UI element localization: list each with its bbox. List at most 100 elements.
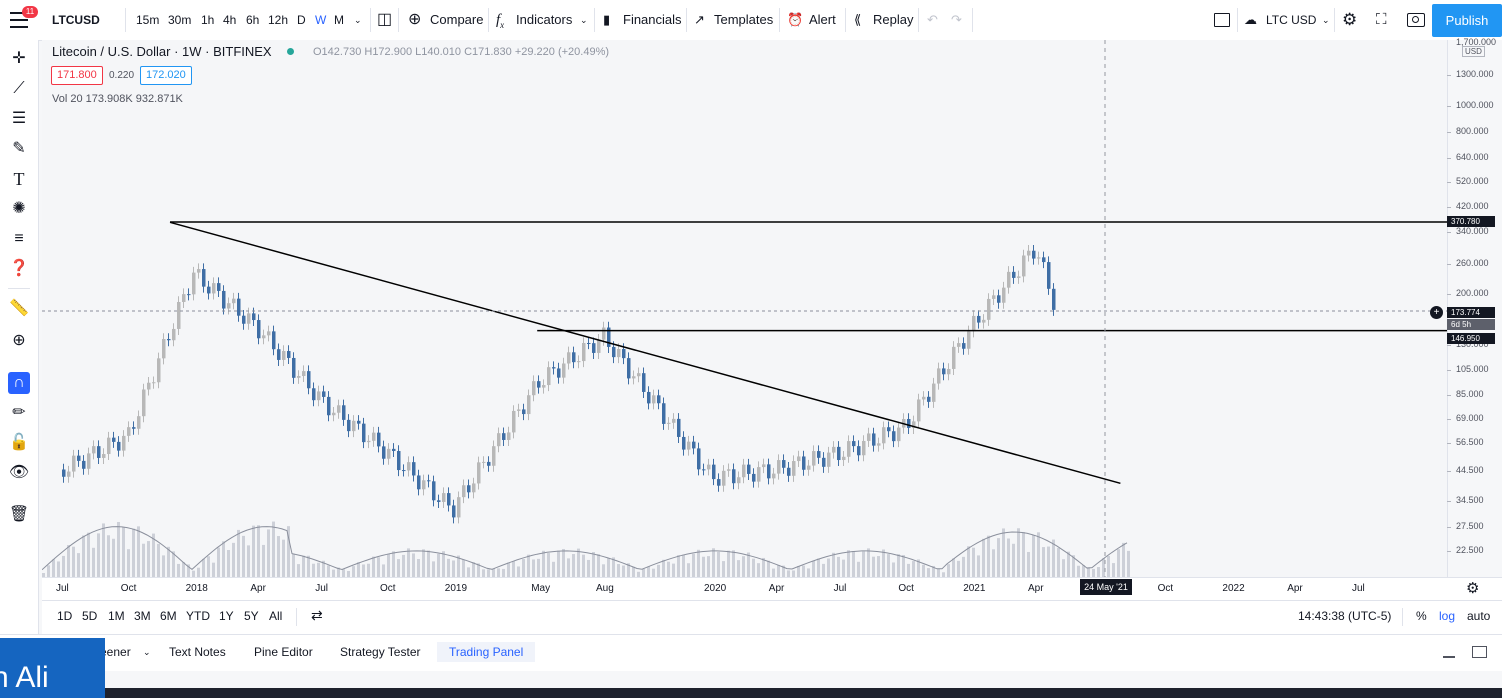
- interval-4h[interactable]: 4h: [223, 13, 237, 27]
- notification-badge[interactable]: 11: [22, 6, 38, 18]
- volume-bar: [47, 565, 50, 577]
- volume-bar: [187, 564, 190, 577]
- price-tick-mark: [1447, 370, 1451, 371]
- trend-line-icon[interactable]: ⟋: [13, 80, 25, 97]
- candle-body: [272, 331, 276, 350]
- range-ytd[interactable]: YTD: [186, 609, 210, 623]
- compare-button[interactable]: ⊕ Compare: [408, 0, 488, 40]
- range-3m[interactable]: 3M: [134, 609, 151, 623]
- tab-text-notes[interactable]: Text Notes: [169, 645, 226, 659]
- interval-1h[interactable]: 1h: [201, 13, 215, 27]
- redo-icon[interactable]: ↷: [951, 12, 962, 27]
- alert-button[interactable]: ⏰ Alert: [787, 0, 842, 40]
- candles-icon[interactable]: ◫: [377, 11, 393, 28]
- clock-label[interactable]: 14:43:38 (UTC-5): [1298, 609, 1392, 623]
- volume-bar: [202, 558, 205, 577]
- interval-d[interactable]: D: [297, 13, 306, 27]
- volume-bar: [672, 563, 675, 577]
- templates-button[interactable]: ↗ Templates: [694, 0, 774, 40]
- add-alert-icon[interactable]: +: [1430, 306, 1443, 319]
- log-toggle[interactable]: log: [1439, 609, 1456, 623]
- chevron-down-icon[interactable]: ⌄: [354, 15, 362, 25]
- tab-screener[interactable]: eener: [100, 645, 131, 659]
- replay-button[interactable]: ⟪ Replay: [854, 0, 914, 40]
- gear-icon[interactable]: ⚙: [1342, 10, 1358, 29]
- volume-bar: [752, 558, 755, 577]
- buy-price-box[interactable]: 172.020: [140, 66, 192, 85]
- range-all[interactable]: All: [269, 609, 283, 623]
- volume-bar: [822, 563, 825, 577]
- price-chart[interactable]: [42, 40, 1447, 577]
- percent-toggle[interactable]: %: [1416, 609, 1427, 623]
- candle-body: [742, 464, 746, 478]
- text-tool-icon[interactable]: T: [13, 169, 25, 189]
- pattern-icon[interactable]: ✺: [12, 200, 26, 217]
- trash-icon[interactable]: 🗑: [8, 506, 30, 523]
- minimize-icon[interactable]: [1443, 656, 1455, 658]
- undo-icon[interactable]: ↶: [927, 12, 938, 27]
- price-tick: 44.500: [1456, 464, 1484, 475]
- menu-icon[interactable]: [10, 12, 28, 28]
- ruler-icon[interactable]: 📏: [9, 300, 29, 317]
- volume-bar: [852, 551, 855, 577]
- candle-body: [827, 452, 831, 467]
- volume-bar: [232, 542, 235, 577]
- range-1d[interactable]: 1D: [57, 609, 73, 623]
- fib-retracement-icon[interactable]: ☰: [11, 110, 27, 127]
- chevron-down-icon: ⌄: [580, 15, 588, 25]
- volume-bar: [542, 550, 545, 577]
- maximize-icon[interactable]: [1472, 646, 1487, 658]
- tab-trading-panel[interactable]: Trading Panel: [437, 642, 536, 662]
- symbol-search[interactable]: LTCUSD: [52, 13, 100, 27]
- lock-drawing-icon[interactable]: ✏: [12, 404, 26, 421]
- forecast-icon[interactable]: ≡: [14, 230, 24, 247]
- range-5d[interactable]: 5D: [82, 609, 98, 623]
- crosshair-icon[interactable]: ✛: [12, 50, 26, 67]
- time-axis[interactable]: [42, 577, 1502, 600]
- currency-button[interactable]: ☁ LTC USD ⌄: [1244, 0, 1332, 40]
- chevron-down-icon[interactable]: ⌄: [143, 647, 151, 657]
- tab-strategy-tester[interactable]: Strategy Tester: [340, 645, 421, 659]
- interval-15m[interactable]: 15m: [136, 13, 160, 27]
- range-5y[interactable]: 5Y: [244, 609, 259, 623]
- brush-icon[interactable]: ✎: [12, 140, 26, 157]
- lock-icon[interactable]: 🔓: [9, 434, 29, 451]
- range-6m[interactable]: 6M: [160, 609, 177, 623]
- magnet-icon[interactable]: ∩: [8, 372, 30, 394]
- interval-m[interactable]: M: [334, 13, 344, 27]
- goto-date-icon[interactable]: ⇄: [311, 607, 323, 623]
- interval-w[interactable]: W: [315, 13, 327, 27]
- camera-icon[interactable]: [1407, 13, 1425, 27]
- sell-price-box[interactable]: 171.800: [51, 66, 103, 85]
- interval-12h[interactable]: 12h: [268, 13, 289, 27]
- volume-bar: [862, 551, 865, 577]
- layout-icon[interactable]: [1214, 13, 1230, 27]
- volume-bar: [77, 553, 80, 577]
- financials-button[interactable]: ▮ Financials: [603, 0, 683, 40]
- range-1m[interactable]: 1M: [108, 609, 125, 623]
- candle-body: [402, 470, 406, 472]
- indicators-button[interactable]: fx Indicators ⌄: [496, 0, 592, 40]
- eye-icon[interactable]: 👁: [8, 464, 30, 481]
- candle-body: [557, 368, 561, 378]
- candle-body: [1027, 250, 1031, 256]
- help-icon[interactable]: ❓: [9, 260, 29, 277]
- chart-pane[interactable]: [42, 40, 1447, 577]
- interval-30m[interactable]: 30m: [168, 13, 192, 27]
- divider: [686, 8, 687, 32]
- fullscreen-icon[interactable]: ⛶: [1376, 11, 1387, 28]
- legend-dot: [287, 48, 294, 55]
- tab-pine-editor[interactable]: Pine Editor: [254, 645, 313, 659]
- candle-body: [622, 349, 626, 359]
- volume-bar: [87, 532, 90, 577]
- interval-6h[interactable]: 6h: [246, 13, 260, 27]
- axis-settings-icon[interactable]: ⚙: [1466, 580, 1480, 597]
- candle-body: [672, 418, 676, 423]
- range-1y[interactable]: 1Y: [219, 609, 234, 623]
- candle-body: [822, 457, 826, 467]
- publish-button[interactable]: Publish: [1432, 4, 1502, 37]
- volume-bar: [622, 565, 625, 577]
- volume-bar: [1117, 549, 1120, 577]
- zoom-in-icon[interactable]: ⊕: [12, 332, 26, 349]
- auto-toggle[interactable]: auto: [1467, 609, 1491, 623]
